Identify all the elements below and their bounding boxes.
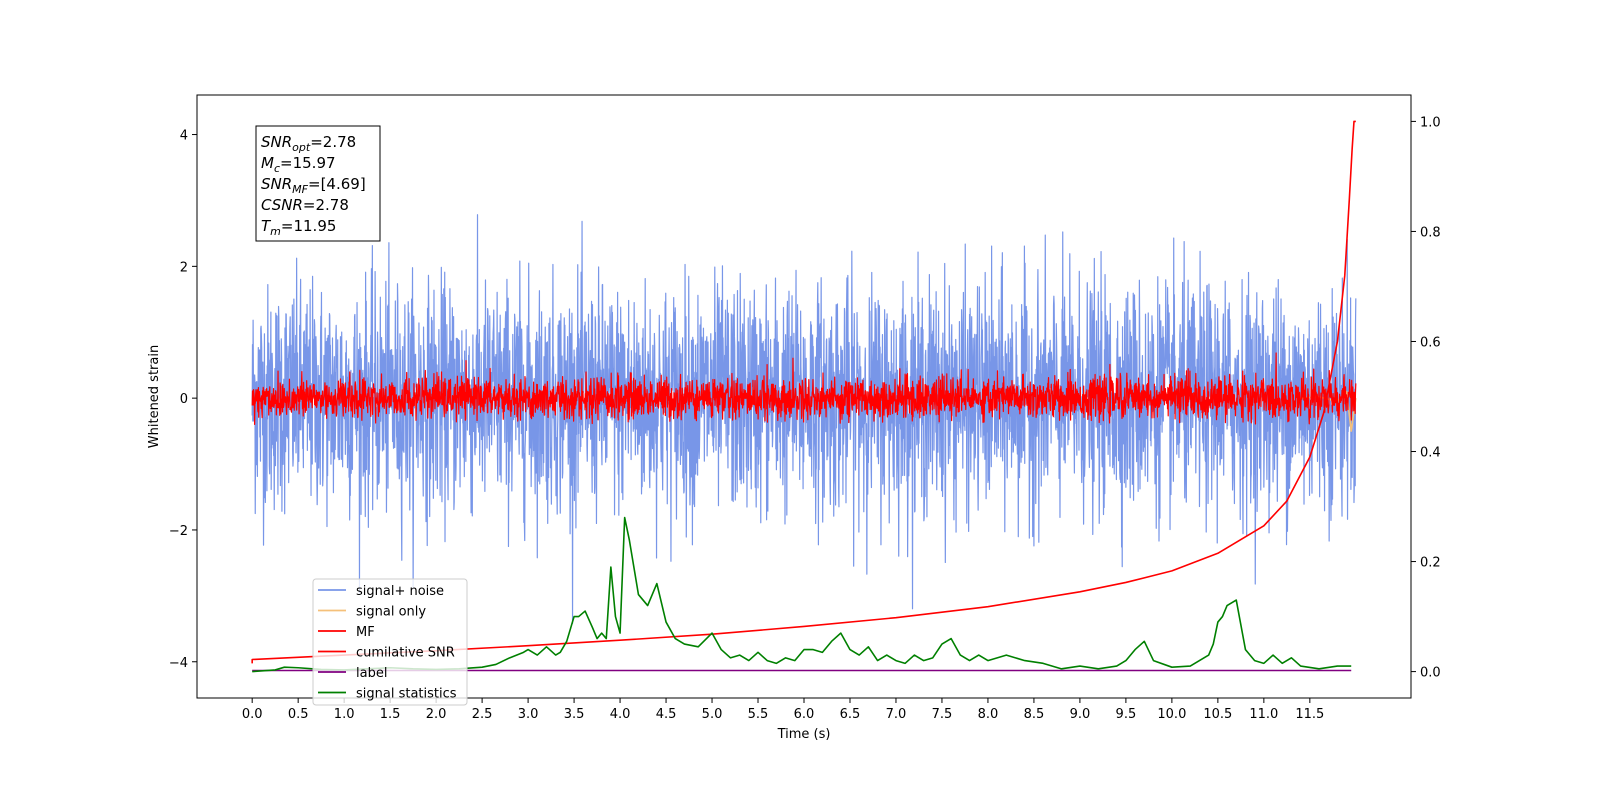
y-tick-label: 4 bbox=[180, 129, 188, 144]
info-box-frame bbox=[255, 125, 381, 242]
y-axis-left: −4 −2 0 2 4 bbox=[169, 129, 197, 671]
legend-label: label bbox=[356, 666, 387, 681]
x-tick-label: 0.0 bbox=[242, 707, 263, 722]
x-axis-title: Time (s) bbox=[777, 727, 831, 742]
x-tick-label: 1.5 bbox=[380, 707, 401, 722]
x-tick-label: 2.0 bbox=[426, 707, 447, 722]
x-tick-label: 7.0 bbox=[886, 707, 907, 722]
legend-item: signal statistics bbox=[318, 687, 457, 702]
legend-label: signal only bbox=[356, 605, 426, 620]
x-tick-label: 8.5 bbox=[1024, 707, 1045, 722]
legend-label: cumilative SNR bbox=[356, 646, 455, 661]
legend-item: label bbox=[318, 666, 387, 681]
x-tick-label: 1.0 bbox=[334, 707, 355, 722]
x-tick-label: 11.5 bbox=[1295, 707, 1324, 722]
series-signal-statistics-line bbox=[252, 516, 1352, 673]
info-box: SNRopt=2.78Mc=15.97SNRMF=[4.69]CSNR=2.78… bbox=[255, 125, 381, 242]
y2-tick-label: 1.0 bbox=[1420, 115, 1441, 130]
x-tick-label: 9.0 bbox=[1070, 707, 1091, 722]
x-tick-label: 0.5 bbox=[288, 707, 309, 722]
x-axis: 0.0 0.5 1.0 1.5 2.0 2.5 3.0 3.5 4.0 4.5 5.0 5.5 6.0 6… bbox=[242, 698, 1324, 722]
info-box-line: Tm=11.95 bbox=[261, 217, 336, 238]
x-tick-label: 3.0 bbox=[518, 707, 539, 722]
series-cumilative-snr-line bbox=[251, 120, 1356, 664]
x-tick-label: 10.5 bbox=[1203, 707, 1232, 722]
x-tick-label: 5.5 bbox=[748, 707, 769, 722]
y2-tick-label: 0.6 bbox=[1420, 335, 1441, 350]
info-box-line: SNRMF=[4.69] bbox=[261, 175, 366, 196]
legend-label: signal+ noise bbox=[356, 584, 444, 599]
y-tick-label: 0 bbox=[180, 392, 188, 407]
x-tick-label: 8.0 bbox=[978, 707, 999, 722]
legend-item: cumilative SNR bbox=[318, 646, 455, 661]
x-tick-label: 11.0 bbox=[1249, 707, 1278, 722]
y-tick-label: −4 bbox=[169, 656, 188, 671]
info-box-line: CSNR=2.78 bbox=[261, 196, 349, 214]
legend-label: MF bbox=[356, 625, 375, 640]
legend-frame bbox=[312, 578, 468, 706]
legend-item: signal+ noise bbox=[318, 584, 444, 599]
y2-tick-label: 0.0 bbox=[1420, 666, 1441, 681]
y2-tick-label: 0.2 bbox=[1420, 556, 1441, 571]
x-tick-label: 10.0 bbox=[1157, 707, 1186, 722]
legend-item: signal only bbox=[318, 605, 426, 620]
legend-label: signal statistics bbox=[356, 687, 457, 702]
info-box-line: Mc=15.97 bbox=[261, 154, 336, 175]
y-axis-right: 0.0 0.2 0.4 0.6 0.8 1.0 bbox=[1411, 115, 1441, 681]
x-tick-label: 2.5 bbox=[472, 707, 493, 722]
x-tick-label: 6.5 bbox=[840, 707, 861, 722]
legend-item: MF bbox=[318, 625, 375, 640]
x-tick-label: 4.5 bbox=[656, 707, 677, 722]
x-tick-label: 7.5 bbox=[932, 707, 953, 722]
y-tick-label: −2 bbox=[169, 524, 188, 539]
y-axis-title: Whitened strain bbox=[147, 345, 162, 448]
y-tick-label: 2 bbox=[180, 260, 188, 275]
x-tick-label: 5.0 bbox=[702, 707, 723, 722]
y2-tick-label: 0.8 bbox=[1420, 225, 1441, 240]
info-box-line: SNRopt=2.78 bbox=[261, 133, 356, 154]
series-mf-line bbox=[251, 352, 1357, 426]
x-tick-label: 9.5 bbox=[1116, 707, 1137, 722]
legend: signal+ noise signal only MF cumilative SNR… bbox=[312, 578, 468, 706]
x-tick-label: 4.0 bbox=[610, 707, 631, 722]
x-tick-label: 3.5 bbox=[564, 707, 585, 722]
y2-tick-label: 0.4 bbox=[1420, 446, 1441, 461]
x-tick-label: 6.0 bbox=[794, 707, 815, 722]
